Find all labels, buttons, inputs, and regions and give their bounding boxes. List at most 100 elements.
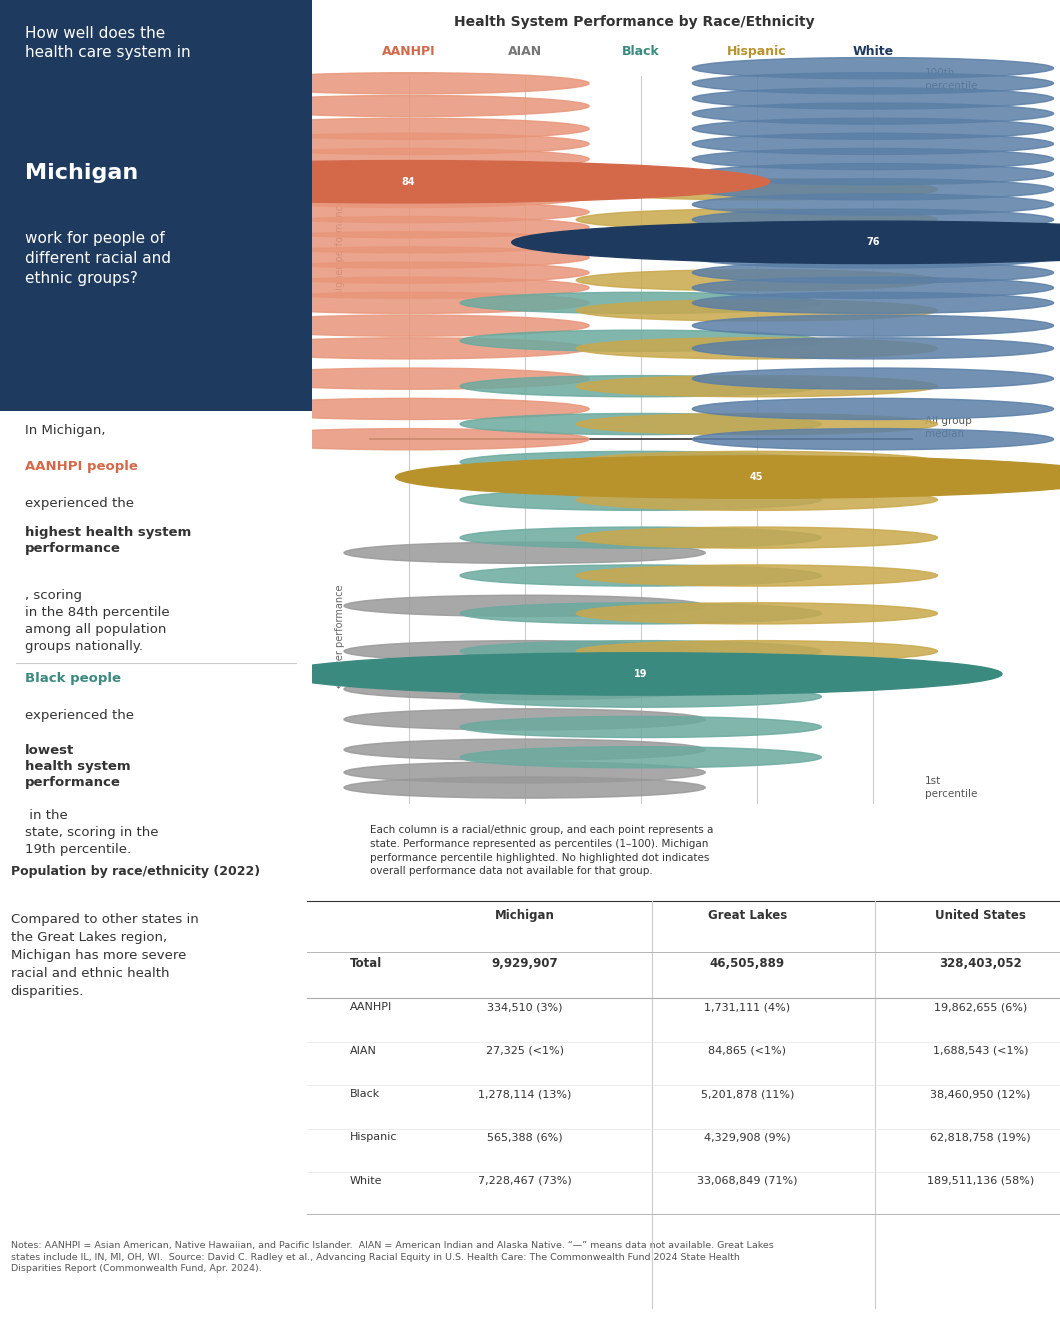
Circle shape xyxy=(577,566,937,586)
Circle shape xyxy=(692,262,1054,283)
Circle shape xyxy=(577,376,937,397)
Text: 19: 19 xyxy=(634,668,648,679)
Circle shape xyxy=(395,456,1060,499)
Text: AIAN: AIAN xyxy=(508,45,542,59)
Circle shape xyxy=(460,489,822,511)
Circle shape xyxy=(692,88,1054,110)
Circle shape xyxy=(692,293,1054,313)
Text: work for people of
different racial and
ethnic groups?: work for people of different racial and … xyxy=(25,231,171,286)
Text: Total: Total xyxy=(350,957,382,969)
Text: All group
median: All group median xyxy=(924,417,971,439)
Circle shape xyxy=(228,202,589,223)
Circle shape xyxy=(280,652,1002,695)
Circle shape xyxy=(577,640,937,662)
Circle shape xyxy=(692,57,1054,79)
Circle shape xyxy=(692,316,1054,336)
Text: 1st
percentile: 1st percentile xyxy=(924,777,977,798)
Text: 7,228,467 (73%): 7,228,467 (73%) xyxy=(478,1175,571,1186)
Circle shape xyxy=(344,678,705,699)
Circle shape xyxy=(228,338,589,358)
Circle shape xyxy=(692,163,1054,185)
Text: AIAN: AIAN xyxy=(350,1046,376,1056)
Text: AANHPI: AANHPI xyxy=(382,45,436,59)
Text: White: White xyxy=(350,1175,383,1186)
Circle shape xyxy=(344,777,705,798)
Circle shape xyxy=(460,413,822,435)
Circle shape xyxy=(512,221,1060,263)
Circle shape xyxy=(228,262,589,283)
Circle shape xyxy=(460,640,822,662)
Circle shape xyxy=(577,179,937,201)
Text: higher performance →: higher performance → xyxy=(335,189,346,297)
Text: 1,278,114 (13%): 1,278,114 (13%) xyxy=(478,1090,571,1099)
Text: 9,929,907: 9,929,907 xyxy=(492,957,558,969)
Text: Hispanic: Hispanic xyxy=(350,1132,398,1142)
Text: Great Lakes: Great Lakes xyxy=(708,909,787,921)
Circle shape xyxy=(460,452,822,472)
Text: 62,818,758 (19%): 62,818,758 (19%) xyxy=(931,1132,1030,1142)
Text: Black people: Black people xyxy=(25,671,121,685)
Text: lowest
health system
performance: lowest health system performance xyxy=(25,745,130,789)
Circle shape xyxy=(344,709,705,730)
Circle shape xyxy=(692,179,1054,201)
Text: Black: Black xyxy=(622,45,659,59)
Circle shape xyxy=(228,186,589,207)
Text: Compared to other states in
the Great Lakes region,
Michigan has more severe
rac: Compared to other states in the Great La… xyxy=(11,913,198,999)
Text: in the
state, scoring in the
19th percentile.: in the state, scoring in the 19th percen… xyxy=(25,809,158,856)
Circle shape xyxy=(228,95,589,116)
Text: 328,403,052: 328,403,052 xyxy=(939,957,1022,969)
Circle shape xyxy=(48,160,770,203)
Circle shape xyxy=(228,398,589,420)
Text: Michigan: Michigan xyxy=(495,909,554,921)
Circle shape xyxy=(692,247,1054,267)
Circle shape xyxy=(577,671,937,693)
Text: AANHPI: AANHPI xyxy=(350,1003,392,1012)
Text: AANHPI people: AANHPI people xyxy=(25,460,138,473)
Text: experienced the: experienced the xyxy=(25,709,138,722)
Circle shape xyxy=(344,762,705,783)
Circle shape xyxy=(460,686,822,707)
Circle shape xyxy=(577,299,937,321)
Text: 100th
percentile: 100th percentile xyxy=(924,68,977,91)
Circle shape xyxy=(228,247,589,267)
Circle shape xyxy=(577,209,937,230)
Circle shape xyxy=(228,134,589,155)
Text: , scoring
in the 84th percentile
among all population
groups nationally.: , scoring in the 84th percentile among a… xyxy=(25,588,170,652)
Circle shape xyxy=(344,595,705,616)
Text: experienced the
​: experienced the ​ xyxy=(25,497,134,525)
Text: Population by race/ethnicity (2022): Population by race/ethnicity (2022) xyxy=(11,865,260,878)
Text: 27,325 (<1%): 27,325 (<1%) xyxy=(485,1046,564,1056)
Circle shape xyxy=(460,746,822,767)
Circle shape xyxy=(460,527,822,548)
Text: How well does the
health care system in: How well does the health care system in xyxy=(25,25,191,60)
Circle shape xyxy=(692,368,1054,389)
Circle shape xyxy=(692,209,1054,230)
Circle shape xyxy=(228,368,589,389)
Text: Notes: AANHPI = Asian American, Native Hawaiian, and Pacific Islander.  AIAN = A: Notes: AANHPI = Asian American, Native H… xyxy=(11,1241,774,1273)
Circle shape xyxy=(692,148,1054,170)
Circle shape xyxy=(692,118,1054,139)
Circle shape xyxy=(692,429,1054,449)
Circle shape xyxy=(692,277,1054,298)
Text: 4,329,908 (9%): 4,329,908 (9%) xyxy=(704,1132,791,1142)
Text: Michigan: Michigan xyxy=(25,163,138,183)
Text: 5,201,878 (11%): 5,201,878 (11%) xyxy=(701,1090,794,1099)
Circle shape xyxy=(460,330,822,352)
Circle shape xyxy=(460,566,822,586)
Circle shape xyxy=(692,398,1054,420)
Text: 334,510 (3%): 334,510 (3%) xyxy=(487,1003,563,1012)
Text: 1,688,543 (<1%): 1,688,543 (<1%) xyxy=(933,1046,1028,1056)
Circle shape xyxy=(460,717,822,738)
Text: Hispanic: Hispanic xyxy=(727,45,787,59)
Circle shape xyxy=(460,376,822,397)
Circle shape xyxy=(228,316,589,336)
Text: 45: 45 xyxy=(750,472,763,483)
Circle shape xyxy=(228,118,589,139)
Circle shape xyxy=(460,293,822,313)
Text: 1,731,111 (4%): 1,731,111 (4%) xyxy=(704,1003,791,1012)
Circle shape xyxy=(577,452,937,472)
Text: 46,505,889: 46,505,889 xyxy=(710,957,784,969)
Text: 76: 76 xyxy=(866,237,880,247)
Text: Black: Black xyxy=(350,1090,381,1099)
Text: 33,068,849 (71%): 33,068,849 (71%) xyxy=(697,1175,797,1186)
